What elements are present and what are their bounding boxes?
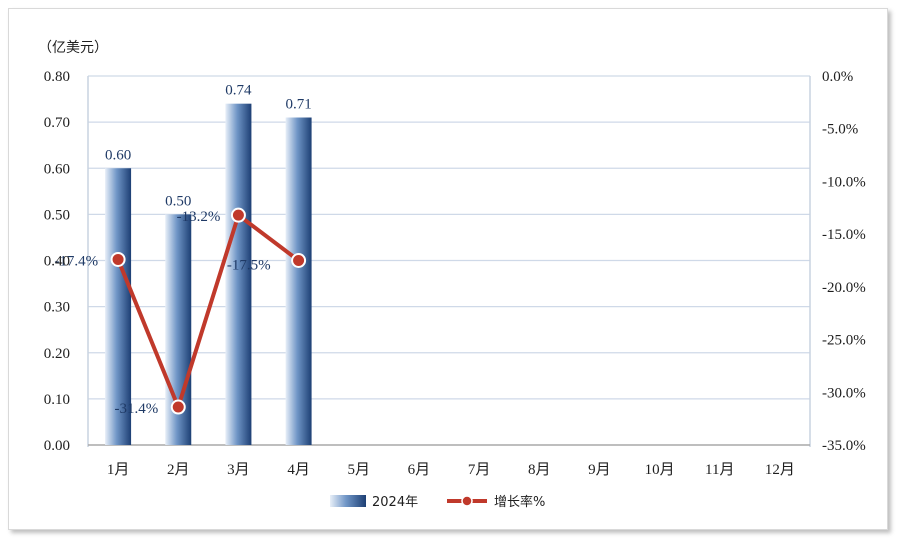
unit-label: （亿美元）	[38, 40, 108, 56]
bar-value-label: 0.74	[225, 83, 252, 99]
x-tick-label: 8月	[528, 462, 551, 478]
x-tick-label: 10月	[645, 462, 675, 478]
x-tick-label: 2月	[167, 462, 190, 478]
legend-line-marker	[461, 495, 473, 507]
y-left-tick-label: 0.00	[44, 438, 70, 454]
x-tick-label: 5月	[347, 462, 370, 478]
axes	[87, 76, 811, 447]
y-right-tick-label: -20.0%	[822, 280, 866, 296]
y-left-tick-label: 0.50	[44, 207, 70, 223]
x-tick-label: 4月	[287, 462, 310, 478]
y-right-tick-label: -10.0%	[822, 174, 866, 190]
y-right-tick-label: -15.0%	[822, 227, 866, 243]
gridlines	[88, 75, 810, 400]
chart-frame	[8, 8, 888, 530]
y-right-tick-label: 0.0%	[822, 69, 853, 85]
bar-value-label: 0.60	[105, 147, 131, 163]
x-tick-label: 6月	[408, 462, 431, 478]
line-point	[291, 253, 307, 268]
bar	[105, 168, 132, 445]
y-right-tick-label: -5.0%	[822, 122, 858, 138]
growth-line	[116, 213, 300, 410]
line-value-label: -17.5%	[227, 258, 271, 274]
bar-value-label: 0.50	[165, 193, 191, 209]
line-point	[110, 251, 126, 267]
bar	[285, 117, 312, 445]
legend-bar-swatch	[330, 495, 366, 507]
y-left-tick-label: 0.10	[44, 392, 70, 408]
line-point	[230, 207, 246, 223]
legend-line-label: 增长率%	[494, 494, 545, 510]
x-tick-label: 9月	[588, 462, 611, 478]
bar	[225, 103, 252, 446]
y-left-tick-label: 0.30	[44, 300, 70, 316]
y-left-tick-label: 0.80	[44, 69, 70, 85]
data-labels: 0.60 0.50 0.74 0.71 -17.4% -31.4% -13.2% -17.5%	[54, 83, 311, 417]
y-right-tick-label: -35.0%	[822, 438, 866, 454]
line-value-label: -13.2%	[177, 209, 221, 225]
legend: 2024年 增长率%	[330, 494, 545, 510]
y-left-tick-label: 0.60	[44, 161, 70, 177]
line-value-label: -31.4%	[115, 401, 159, 417]
y-right-tick-label: -30.0%	[822, 385, 866, 401]
line-value-label: -17.4%	[54, 253, 98, 269]
y-left-tick-label: 0.20	[44, 346, 70, 362]
x-tick-label: 7月	[468, 462, 491, 478]
x-tick-label: 11月	[705, 462, 734, 478]
y-left-tick-label: 0.40	[44, 254, 70, 270]
bar-value-label: 0.71	[285, 97, 311, 113]
bar-series	[105, 103, 312, 446]
line-series	[110, 207, 307, 415]
x-tick-label: 3月	[227, 462, 250, 478]
line-point	[170, 399, 186, 415]
y-right-tick-label: -25.0%	[822, 333, 866, 349]
y-left-tick-label: 0.70	[44, 115, 70, 131]
x-tick-label: 1月	[107, 462, 130, 478]
tick-labels: 0.00 0.10 0.20 0.30 0.40 0.50 0.60 0.70 0.80 0.0%…	[44, 69, 866, 478]
x-tick-label: 12月	[765, 462, 795, 478]
legend-bar-label: 2024年	[372, 495, 418, 510]
